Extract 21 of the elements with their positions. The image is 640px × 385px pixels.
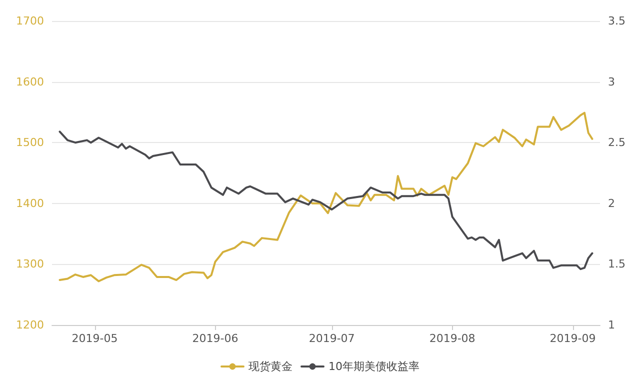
y2-tick-label: 2 xyxy=(608,196,615,210)
y-tick-label: 1600 xyxy=(16,75,44,88)
line-series xyxy=(58,130,594,270)
x-tick-label: 2019-05 xyxy=(72,332,118,345)
y2-tick-label: 2.5 xyxy=(608,136,626,150)
y2-tick-label: 3.5 xyxy=(608,14,626,28)
x-tick-label: 2019-07 xyxy=(308,332,355,345)
y-tick-label: 1700 xyxy=(16,14,44,28)
legend-label: 现货黄金 xyxy=(248,360,292,373)
y-tick-label: 1300 xyxy=(16,258,44,271)
y2-tick-label: 1.5 xyxy=(608,258,626,271)
x-tick-label: 2019-06 xyxy=(192,332,238,345)
y-tick-label: 1400 xyxy=(16,196,44,210)
y2-tick-label: 3 xyxy=(608,75,615,88)
x-tick-label: 2019-09 xyxy=(550,332,596,345)
x-tick-label: 2019-08 xyxy=(429,332,476,345)
y-tick-label: 1200 xyxy=(16,318,44,332)
line-series xyxy=(58,112,594,282)
y-tick-label: 1500 xyxy=(16,136,44,150)
legend-label: 10年期美债收益率 xyxy=(328,360,420,373)
y2-tick-label: 1 xyxy=(608,318,615,332)
